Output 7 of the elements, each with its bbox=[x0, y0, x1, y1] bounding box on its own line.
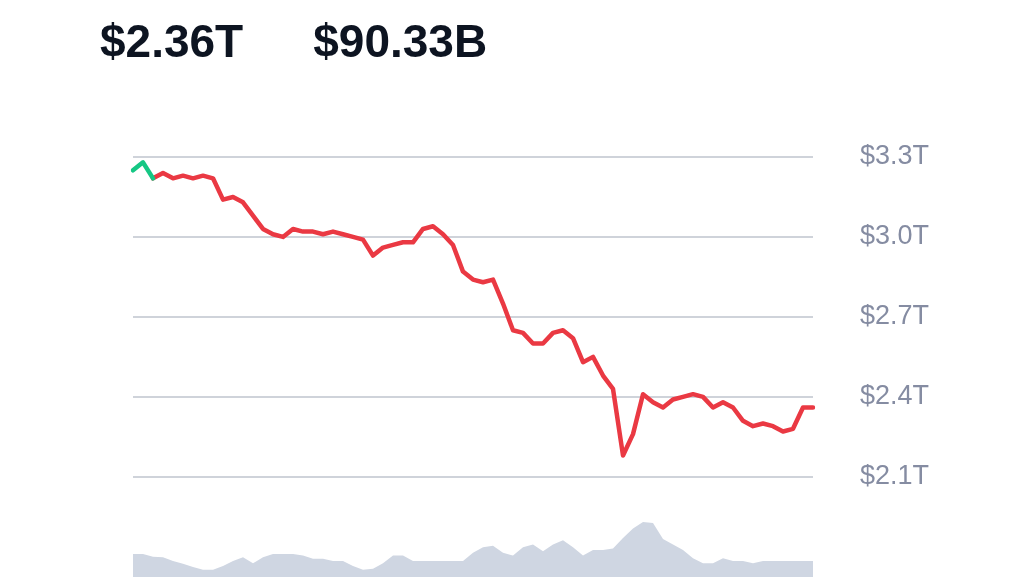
y-tick-label: $2.7T bbox=[860, 300, 930, 331]
y-tick-label: $2.4T bbox=[860, 380, 930, 411]
chart-subtitle: $90.33B bbox=[313, 15, 488, 67]
y-tick-label: $3.0T bbox=[860, 220, 930, 251]
chart-title: $2.36T bbox=[100, 15, 244, 67]
y-tick-label: $3.3T bbox=[860, 140, 930, 171]
y-tick-label: $2.1T bbox=[860, 460, 930, 491]
